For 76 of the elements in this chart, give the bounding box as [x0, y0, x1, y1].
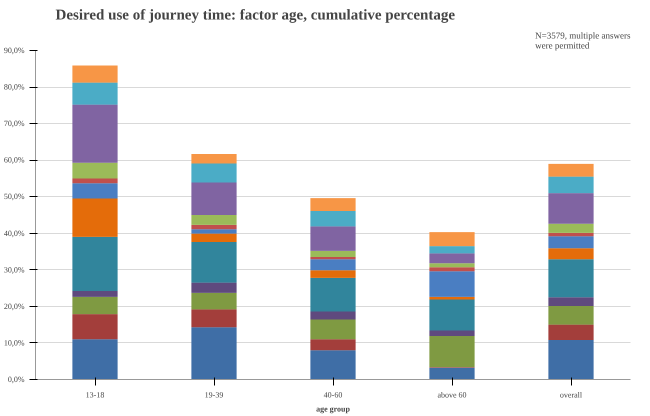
bar — [429, 296, 475, 300]
bar — [72, 82, 118, 105]
bar — [191, 282, 237, 293]
bar — [72, 236, 118, 292]
x-tick-label: above 60 — [437, 390, 467, 400]
x-tick-label: 19-39 — [204, 390, 224, 400]
bar — [310, 270, 356, 278]
y-tick-label: 40,0% — [4, 228, 25, 238]
bar — [72, 162, 118, 178]
x-tick-label: 40-60 — [324, 390, 342, 400]
x-axis-title: age group — [316, 404, 350, 414]
text: N=3579, multiple answers were permitted — [535, 30, 631, 50]
bar — [72, 104, 118, 163]
bar — [548, 248, 594, 260]
bar — [191, 215, 237, 225]
y-tick-label: 10,0% — [4, 338, 25, 348]
bar — [191, 182, 237, 215]
bar — [191, 242, 237, 283]
bar — [548, 297, 594, 306]
bar — [429, 299, 475, 331]
bar — [310, 339, 356, 350]
bar — [191, 154, 237, 164]
bar — [72, 183, 118, 199]
bar — [310, 210, 356, 226]
bar — [310, 259, 356, 270]
y-tick-label: 50,0% — [4, 192, 25, 202]
bar — [191, 327, 237, 380]
bar — [548, 224, 594, 233]
bar — [72, 178, 118, 184]
bar — [429, 263, 475, 268]
bar — [548, 232, 594, 236]
bar — [429, 232, 475, 246]
bar — [548, 236, 594, 248]
bar — [429, 271, 475, 297]
y-tick-label: 70,0% — [4, 119, 25, 128]
bar — [191, 292, 237, 310]
bar — [429, 368, 475, 380]
y-tick-label: 80,0% — [4, 82, 25, 92]
bar — [72, 198, 118, 237]
bar — [310, 226, 356, 251]
bar — [72, 314, 118, 340]
bar — [191, 309, 237, 328]
bar — [429, 246, 475, 254]
bar — [429, 336, 475, 368]
bar — [310, 198, 356, 211]
bar — [548, 193, 594, 224]
bar — [310, 312, 356, 320]
y-tick-label: 20,0% — [4, 302, 25, 311]
y-tick-label: 60,0% — [4, 156, 25, 165]
bar — [191, 234, 237, 242]
bar — [548, 164, 594, 177]
bar — [548, 259, 594, 298]
x-tick-label: 13-18 — [86, 390, 104, 400]
bar — [548, 340, 594, 380]
bar — [548, 306, 594, 325]
bar — [310, 278, 356, 312]
y-tick-label: 0,0% — [8, 375, 25, 384]
bar — [548, 176, 594, 194]
bar — [191, 224, 237, 230]
bar — [72, 296, 118, 314]
bar — [72, 65, 118, 83]
bar — [191, 163, 237, 182]
bar — [310, 350, 356, 380]
bar — [429, 253, 475, 264]
bar — [191, 229, 237, 234]
bar — [429, 267, 475, 272]
x-tick-label: overall — [560, 390, 583, 400]
bar — [548, 324, 594, 340]
bar — [310, 250, 356, 258]
bar — [72, 291, 118, 297]
bar — [310, 320, 356, 340]
bar — [429, 330, 475, 336]
bar — [72, 339, 118, 380]
chart-title: Desired use of journey time: factor age, cumulative percentage — [56, 8, 456, 24]
y-tick-label: 30,0% — [4, 265, 25, 274]
y-tick-label: 90,0% — [4, 46, 25, 55]
